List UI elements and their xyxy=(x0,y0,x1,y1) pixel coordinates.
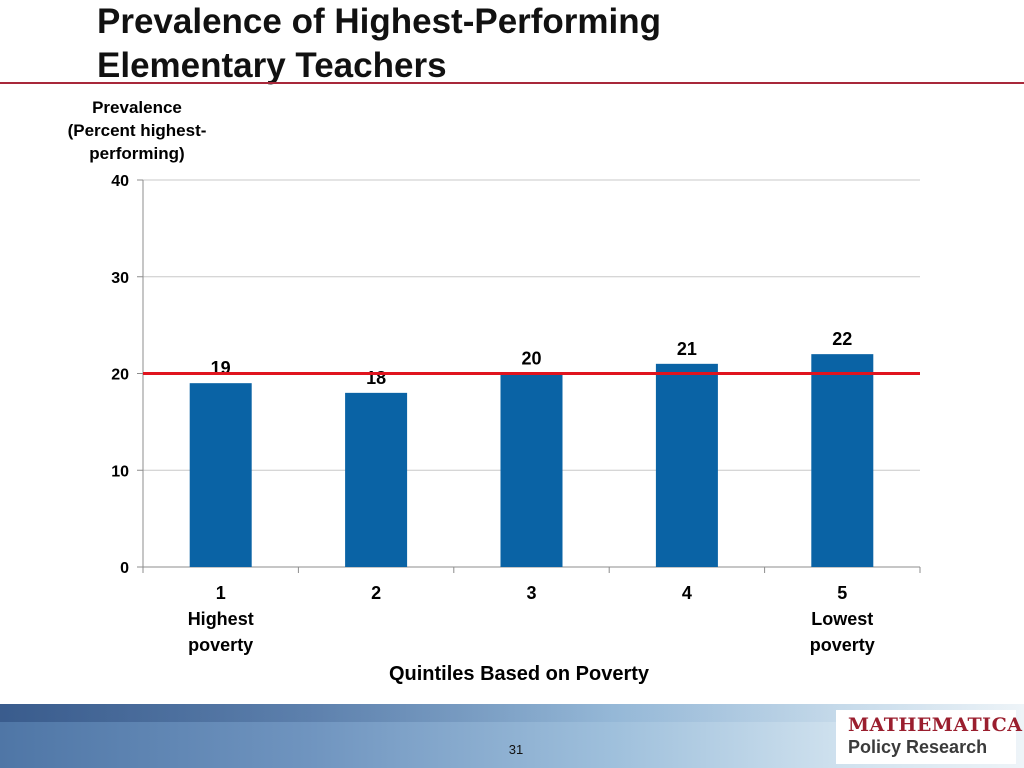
slide-title: Prevalence of Highest-Performing Element… xyxy=(97,0,897,88)
title-divider xyxy=(0,82,1024,84)
mathematica-logo: MATHEMATICA Policy Research xyxy=(836,710,1023,764)
data-label: 19 xyxy=(211,358,231,378)
y-tick-label: 20 xyxy=(111,367,129,384)
bar xyxy=(655,363,718,567)
data-label: 22 xyxy=(832,329,852,349)
x-tick-sublabel: Lowest xyxy=(811,609,873,629)
y-axis-title: performing) xyxy=(89,144,184,163)
x-tick-sublabel: Highest xyxy=(188,609,254,629)
x-tick-label: 4 xyxy=(682,583,692,603)
x-tick-sublabel: poverty xyxy=(810,635,875,655)
x-tick-label: 3 xyxy=(526,583,536,603)
data-label: 20 xyxy=(521,349,541,369)
bar-chart: 0 10 20 30 40 19 18 20 21 22 1 Highest poverty 2 3 4 5 Lo… xyxy=(68,98,921,685)
bar xyxy=(345,392,408,567)
logo-line-2: Policy Research xyxy=(848,737,988,757)
logo-line-1: MATHEMATICA xyxy=(848,714,1023,736)
x-tick-label: 5 xyxy=(837,583,847,603)
data-label: 18 xyxy=(366,368,386,388)
x-axis-title: Quintiles Based on Poverty xyxy=(389,663,650,685)
slide-number: 31 xyxy=(508,742,524,757)
x-tick-label: 1 xyxy=(216,583,226,603)
y-axis-title: (Percent highest- xyxy=(68,121,207,140)
title-line-2: Elementary Teachers xyxy=(97,46,447,85)
y-tick-label: 0 xyxy=(120,560,129,577)
y-tick-label: 40 xyxy=(111,173,129,190)
y-axis-title: Prevalence xyxy=(92,98,182,117)
bar xyxy=(811,354,874,567)
data-label: 21 xyxy=(677,339,697,359)
x-tick-sublabel: poverty xyxy=(188,635,253,655)
y-tick-label: 10 xyxy=(111,463,129,480)
bar xyxy=(189,383,252,567)
x-tick-label: 2 xyxy=(371,583,381,603)
bar xyxy=(500,373,563,567)
y-tick-label: 30 xyxy=(111,270,129,287)
title-line-1: Prevalence of Highest-Performing xyxy=(97,2,662,41)
